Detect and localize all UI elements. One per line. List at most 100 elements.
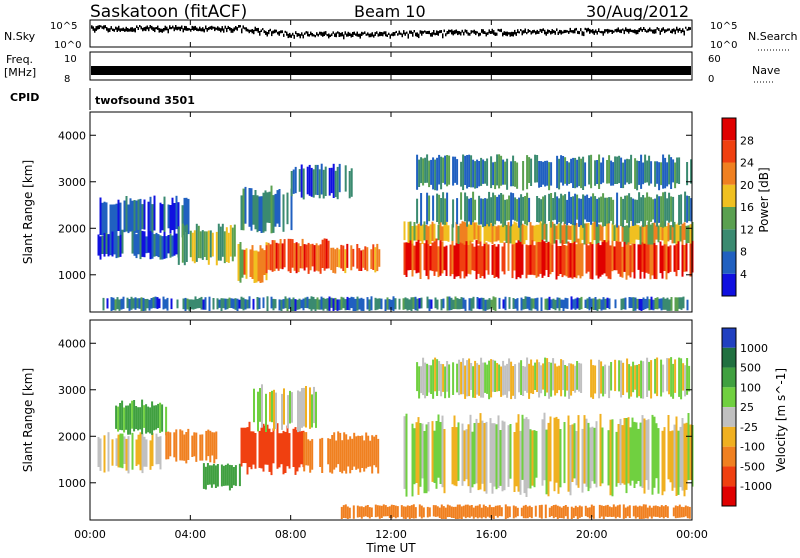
heatmap-cell [597, 238, 600, 279]
heatmap-cell [677, 222, 680, 242]
noise-sample [473, 29, 475, 34]
noise-sample [173, 27, 175, 32]
heatmap-cell [439, 422, 442, 484]
heatmap-cell [357, 435, 360, 469]
heatmap-cell [498, 154, 501, 189]
heatmap-cell [473, 246, 476, 271]
noise-sample [505, 31, 507, 36]
heatmap-cell [272, 298, 275, 311]
noise-sample [286, 31, 288, 36]
heatmap-cell [306, 296, 309, 309]
heatmap-cell [514, 364, 517, 399]
heatmap-cell [457, 242, 460, 277]
heatmap-cell [407, 221, 410, 243]
heatmap-cell [683, 245, 686, 272]
heatmap-cell [669, 431, 672, 483]
heatmap-cell [529, 429, 532, 489]
heatmap-cell [556, 155, 559, 189]
heatmap-cell [663, 221, 666, 245]
heatmap-cell [442, 364, 445, 392]
noise-sample [211, 25, 213, 30]
heatmap-cell [461, 221, 464, 244]
noise-sample [388, 32, 390, 35]
heatmap-cell [554, 504, 557, 518]
heatmap-cell [567, 225, 570, 240]
heatmap-cell [289, 390, 291, 424]
noise-sample [166, 26, 168, 31]
heatmap-cell [364, 246, 367, 270]
noise-sample [145, 26, 147, 32]
heatmap-cell [598, 359, 601, 399]
heatmap-cell [544, 357, 547, 397]
heatmap-cell [583, 223, 586, 245]
heatmap-cell [530, 359, 533, 394]
heatmap-cell [618, 504, 621, 518]
heatmap-cell [473, 423, 476, 485]
velocity-data [97, 357, 694, 519]
heatmap-cell [673, 424, 676, 488]
freq-tick-low: 8 [64, 74, 70, 85]
heatmap-cell [539, 221, 542, 243]
heatmap-cell [688, 506, 691, 519]
noise-sample [97, 25, 99, 30]
noise-sample [487, 32, 489, 35]
noise-sample [313, 34, 315, 37]
heatmap-cell [468, 505, 471, 518]
noise-sample [551, 29, 553, 34]
heatmap-cell [528, 197, 531, 223]
heatmap-cell [466, 360, 469, 397]
heatmap-cell [529, 222, 532, 245]
heatmap-cell [156, 297, 159, 309]
heatmap-cell [447, 225, 450, 242]
heatmap-cell [110, 297, 113, 311]
heatmap-cell [274, 193, 277, 227]
heatmap-cell [600, 162, 603, 185]
heatmap-cell [297, 243, 300, 273]
noise-sample [329, 34, 331, 37]
noise-sample [322, 32, 324, 37]
heatmap-cell [321, 239, 324, 268]
heatmap-cell [690, 198, 693, 222]
noise-sample [146, 25, 148, 30]
heatmap-cell [506, 158, 509, 190]
heatmap-cell [421, 423, 424, 479]
heatmap-cell [114, 299, 117, 311]
heatmap-cell [173, 234, 176, 256]
heatmap-cell [620, 196, 623, 227]
heatmap-cell [538, 161, 541, 188]
heatmap-cell [643, 224, 646, 244]
heatmap-cell [358, 506, 361, 518]
noise-sample [590, 29, 592, 33]
noise-sample [604, 29, 606, 34]
noise-sample [580, 28, 582, 32]
noise-sample [488, 29, 490, 34]
heatmap-cell [585, 223, 588, 244]
heatmap-cell [413, 245, 416, 271]
heatmap-cell [524, 366, 527, 391]
heatmap-cell [356, 296, 359, 311]
heatmap-cell [546, 358, 549, 393]
heatmap-cell [560, 155, 563, 183]
heatmap-cell [440, 363, 443, 397]
heatmap-cell [573, 239, 576, 278]
noise-sample [196, 27, 198, 31]
heatmap-cell [522, 366, 525, 396]
heatmap-cell [482, 159, 485, 184]
heatmap-cell [642, 361, 645, 399]
heatmap-cell [111, 439, 114, 466]
heatmap-cell [579, 238, 582, 279]
heatmap-cell [631, 417, 634, 481]
heatmap-cell [171, 235, 174, 257]
heatmap-cell [561, 239, 564, 278]
heatmap-cell [531, 225, 534, 241]
noise-sample [533, 29, 535, 33]
x-tick-label: 00:00 [74, 528, 106, 541]
heatmap-cell [602, 366, 605, 397]
heatmap-cell [420, 193, 423, 226]
heatmap-cell [686, 162, 689, 186]
noise-sample [154, 27, 156, 33]
heatmap-cell [642, 162, 645, 185]
heatmap-cell [392, 296, 395, 311]
heatmap-cell [157, 403, 160, 428]
heatmap-cell [433, 241, 436, 276]
